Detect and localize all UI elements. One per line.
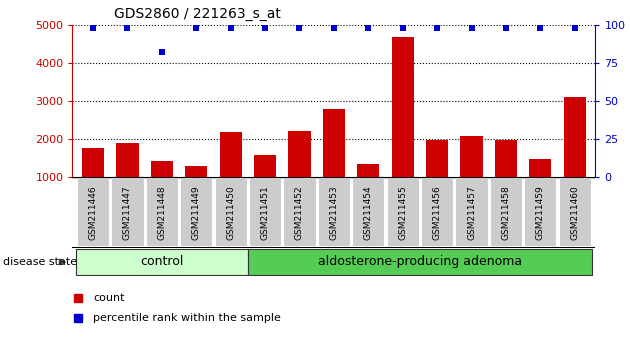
Point bbox=[570, 25, 580, 31]
Point bbox=[398, 25, 408, 31]
Bar bbox=[219, 132, 242, 215]
Point bbox=[432, 25, 442, 31]
Text: GSM211447: GSM211447 bbox=[123, 185, 132, 240]
Text: aldosterone-producing adenoma: aldosterone-producing adenoma bbox=[318, 256, 522, 268]
Text: count: count bbox=[93, 293, 125, 303]
Bar bbox=[77, 178, 109, 246]
Text: disease state: disease state bbox=[3, 257, 77, 267]
Bar bbox=[185, 166, 207, 215]
Point bbox=[192, 25, 202, 31]
Bar bbox=[357, 165, 379, 215]
Bar bbox=[559, 178, 591, 246]
Text: GDS2860 / 221263_s_at: GDS2860 / 221263_s_at bbox=[114, 7, 281, 21]
Point bbox=[501, 25, 511, 31]
Text: GSM211453: GSM211453 bbox=[329, 185, 338, 240]
Bar bbox=[323, 108, 345, 215]
Text: GSM211460: GSM211460 bbox=[570, 185, 579, 240]
Bar bbox=[387, 178, 419, 246]
Bar bbox=[289, 131, 311, 215]
Bar bbox=[352, 178, 384, 246]
Text: GSM211451: GSM211451 bbox=[261, 185, 270, 240]
Bar bbox=[421, 178, 453, 246]
Bar bbox=[254, 155, 277, 215]
Text: GSM211450: GSM211450 bbox=[226, 185, 235, 240]
Bar bbox=[426, 141, 449, 215]
Bar bbox=[495, 140, 517, 215]
Point bbox=[122, 25, 132, 31]
Bar bbox=[455, 178, 488, 246]
Bar bbox=[490, 178, 522, 246]
Bar bbox=[112, 178, 144, 246]
Bar bbox=[461, 136, 483, 215]
Bar bbox=[117, 143, 139, 215]
Text: GSM211455: GSM211455 bbox=[398, 185, 407, 240]
Text: GSM211449: GSM211449 bbox=[192, 185, 201, 240]
Bar bbox=[82, 148, 105, 215]
Bar bbox=[524, 178, 556, 246]
Bar bbox=[318, 178, 350, 246]
Point bbox=[88, 25, 98, 31]
Point bbox=[466, 25, 476, 31]
Text: GSM211454: GSM211454 bbox=[364, 185, 373, 240]
Text: control: control bbox=[140, 256, 183, 268]
Bar bbox=[76, 249, 248, 275]
Text: GSM211452: GSM211452 bbox=[295, 185, 304, 240]
Text: GSM211446: GSM211446 bbox=[89, 185, 98, 240]
Text: GSM211458: GSM211458 bbox=[501, 185, 510, 240]
Bar bbox=[151, 161, 173, 215]
Text: GSM211457: GSM211457 bbox=[467, 185, 476, 240]
Bar bbox=[146, 178, 178, 246]
Point bbox=[329, 25, 339, 31]
Text: GSM211448: GSM211448 bbox=[158, 185, 166, 240]
Bar bbox=[529, 160, 551, 215]
Bar bbox=[284, 178, 316, 246]
Point bbox=[364, 25, 374, 31]
Bar bbox=[180, 178, 212, 246]
Point bbox=[157, 49, 167, 55]
Bar bbox=[563, 97, 586, 215]
Point bbox=[260, 25, 270, 31]
Point bbox=[294, 25, 304, 31]
Text: GSM211459: GSM211459 bbox=[536, 185, 545, 240]
Point bbox=[536, 25, 546, 31]
Bar bbox=[215, 178, 247, 246]
Text: GSM211456: GSM211456 bbox=[433, 185, 442, 240]
Bar bbox=[391, 37, 414, 215]
Text: percentile rank within the sample: percentile rank within the sample bbox=[93, 313, 281, 323]
Point bbox=[226, 25, 236, 31]
Bar bbox=[248, 249, 592, 275]
Bar bbox=[249, 178, 281, 246]
